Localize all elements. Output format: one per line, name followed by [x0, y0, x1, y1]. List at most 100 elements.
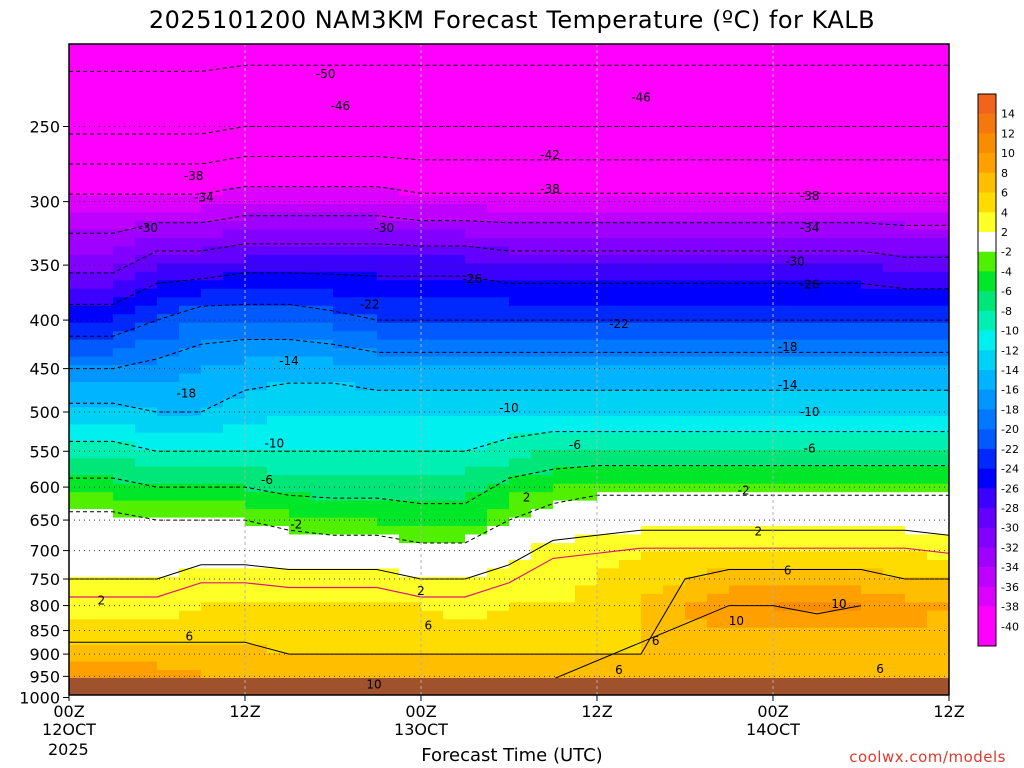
temperature-cell — [795, 119, 818, 129]
temperature-cell — [619, 44, 642, 53]
temperature-cell — [905, 696, 928, 705]
temperature-cell — [839, 110, 862, 120]
temperature-cell — [399, 398, 422, 408]
temperature-cell — [69, 441, 92, 451]
temperature-cell — [399, 424, 422, 434]
temperature-cell — [223, 551, 246, 561]
temperature-cell — [135, 670, 158, 680]
temperature-cell — [69, 492, 92, 502]
source-credit-link[interactable]: coolwx.com/models — [849, 748, 1006, 766]
temperature-cell — [179, 314, 202, 324]
temperature-cell — [267, 415, 290, 425]
temperature-cell — [311, 77, 334, 87]
temperature-cell — [421, 441, 444, 451]
temperature-cell — [553, 526, 576, 536]
temperature-cell — [817, 382, 840, 392]
temperature-cell — [69, 187, 92, 197]
temperature-cell — [267, 458, 290, 468]
temperature-cell — [289, 77, 312, 87]
temperature-cell — [267, 127, 290, 137]
temperature-cell — [575, 280, 598, 290]
temperature-cell — [377, 195, 400, 205]
temperature-cell — [267, 543, 290, 553]
temperature-cell — [839, 161, 862, 171]
temperature-cell — [135, 441, 158, 451]
temperature-cell — [135, 559, 158, 569]
temperature-cell — [69, 390, 92, 400]
temperature-cell — [795, 195, 818, 205]
temperature-cell — [773, 551, 796, 561]
temperature-cell — [267, 432, 290, 442]
temperature-cell — [355, 238, 378, 248]
temperature-cell — [641, 263, 664, 273]
temperature-cell — [135, 93, 158, 103]
temperature-cell — [927, 93, 949, 103]
temperature-cell — [597, 670, 620, 680]
temperature-cell — [839, 382, 862, 392]
temperature-cell — [817, 212, 840, 222]
temperature-cell — [421, 415, 444, 425]
temperature-cell — [531, 576, 554, 586]
temperature-cell — [707, 551, 730, 561]
temperature-cell — [751, 271, 774, 281]
temperature-cell — [597, 331, 620, 341]
isotherm-line — [69, 431, 949, 452]
temperature-cell — [729, 229, 752, 239]
temperature-cell — [707, 534, 730, 544]
temperature-cell — [685, 661, 708, 671]
temperature-cell — [685, 415, 708, 425]
temperature-cell — [113, 432, 136, 442]
temperature-cell — [729, 696, 752, 705]
temperature-cell — [333, 136, 356, 146]
temperature-cell — [267, 356, 290, 366]
temperature-cell — [641, 568, 664, 578]
colorbar-label: -4 — [1001, 265, 1012, 278]
temperature-cell — [135, 627, 158, 637]
temperature-cell — [575, 627, 598, 637]
temperature-cell — [839, 398, 862, 408]
temperature-cell — [289, 585, 312, 595]
temperature-cell — [355, 85, 378, 95]
temperature-cell — [685, 271, 708, 281]
temperature-cell — [289, 636, 312, 646]
temperature-cell — [157, 492, 180, 502]
isotherm-line — [69, 382, 949, 413]
temperature-cell — [443, 543, 466, 553]
temperature-cell — [311, 576, 334, 586]
temperature-cell — [619, 576, 642, 586]
temperature-cell — [69, 288, 92, 298]
temperature-cell — [905, 93, 928, 103]
temperature-cell — [399, 670, 422, 680]
temperature-cell — [751, 653, 774, 663]
temperature-cell — [861, 356, 884, 366]
temperature-cell — [861, 68, 884, 78]
temperature-cell — [443, 704, 466, 713]
temperature-cell — [685, 610, 708, 620]
temperature-cell — [355, 619, 378, 629]
temperature-cell — [421, 475, 444, 485]
temperature-cell — [355, 449, 378, 459]
temperature-cell — [223, 254, 246, 264]
temperature-cell — [91, 551, 114, 561]
temperature-cell — [91, 627, 114, 637]
temperature-cell — [245, 551, 268, 561]
temperature-cell — [113, 119, 136, 129]
temperature-cell — [135, 466, 158, 476]
temperature-cell — [839, 221, 862, 231]
temperature-cell — [905, 475, 928, 485]
temperature-cell — [355, 339, 378, 349]
temperature-cell — [663, 483, 686, 493]
contour-label: -34 — [800, 221, 820, 235]
temperature-cell — [509, 559, 532, 569]
temperature-cell — [619, 170, 642, 180]
temperature-cell — [927, 492, 949, 502]
temperature-cell — [817, 127, 840, 137]
temperature-cell — [575, 85, 598, 95]
temperature-cell — [575, 559, 598, 569]
temperature-cell — [553, 653, 576, 663]
temperature-cell — [355, 178, 378, 188]
temperature-cell — [641, 534, 664, 544]
temperature-cell — [245, 127, 268, 137]
temperature-cell — [641, 322, 664, 332]
temperature-cell — [751, 534, 774, 544]
